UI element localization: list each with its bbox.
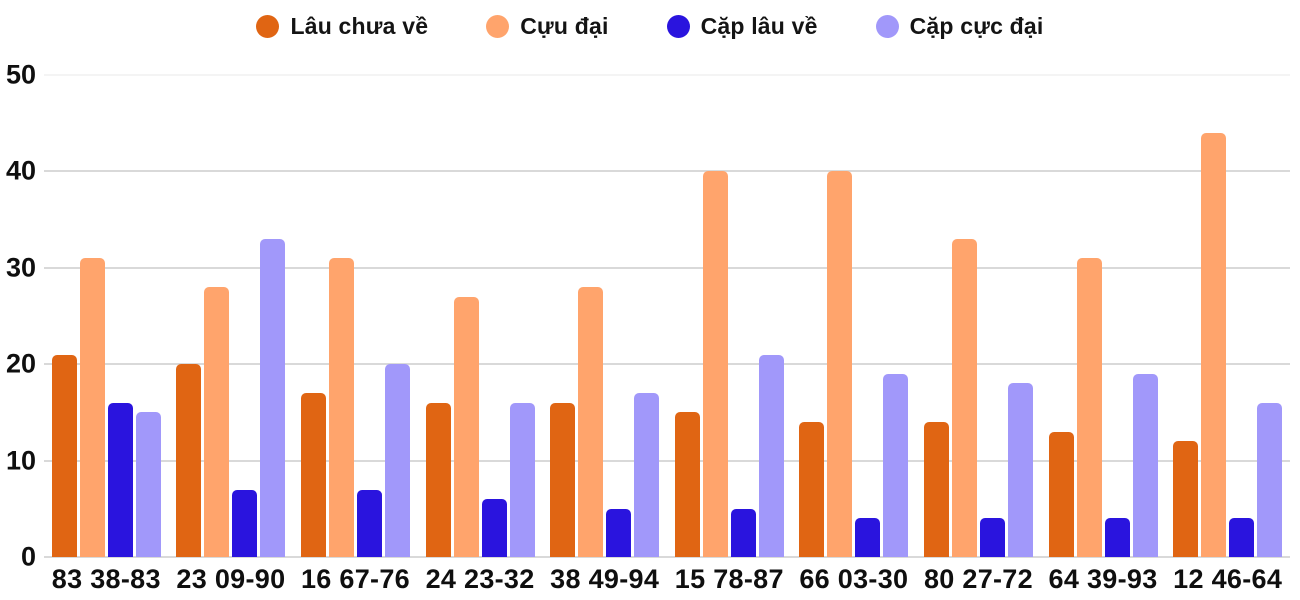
bar[interactable] (1048, 431, 1074, 557)
bar[interactable] (328, 258, 354, 557)
legend-dot-icon (486, 14, 510, 38)
y-axis: 50 40 30 20 10 0 (0, 61, 36, 570)
legend-label: Cặp cực đại (909, 12, 1044, 39)
legend-item[interactable]: Lâu chưa về (256, 13, 428, 40)
x-axis-category-label: 80 27-72 (923, 564, 1033, 594)
bar[interactable] (1257, 402, 1283, 557)
legend-item[interactable]: Cựu đại (486, 13, 608, 40)
bar-group (916, 75, 1041, 557)
bar[interactable] (979, 518, 1005, 557)
y-axis-tick-label: 0 (20, 541, 36, 572)
bar[interactable] (425, 402, 451, 557)
y-axis-tick-label: 50 (5, 59, 36, 90)
bar[interactable] (509, 402, 535, 557)
gridline (44, 74, 1290, 76)
bar[interactable] (135, 412, 161, 557)
legend-dot-icon (666, 14, 690, 38)
bar-group (542, 75, 667, 557)
bar-group (44, 75, 169, 557)
bar[interactable] (453, 296, 479, 557)
bar[interactable] (481, 499, 507, 557)
y-axis-tick-label: 30 (5, 252, 36, 283)
bar[interactable] (260, 238, 286, 557)
bar[interactable] (674, 412, 700, 557)
legend-label: Cặp lâu về (700, 12, 818, 39)
legend-label: Lâu chưa về (290, 12, 429, 39)
bar[interactable] (730, 508, 756, 557)
bar[interactable] (204, 287, 230, 557)
bar[interactable] (702, 171, 728, 557)
x-axis-labels: 83 38-83 23 09-90 16 67-76 24 23-32 38 49-94… (44, 561, 1290, 597)
x-axis-category-label: 24 23-32 (425, 564, 535, 594)
gridline (44, 266, 1290, 269)
gridline (44, 556, 1290, 558)
bar[interactable] (634, 393, 660, 557)
bar[interactable] (550, 402, 576, 557)
bar[interactable] (923, 422, 949, 557)
x-axis-category-label: 23 09-90 (176, 564, 286, 594)
bar[interactable] (799, 422, 825, 557)
bar[interactable] (384, 364, 410, 557)
x-axis-category-label: 66 03-30 (799, 564, 909, 594)
x-axis-category-label: 83 38-83 (51, 564, 161, 594)
legend-label: Cựu đại (520, 12, 609, 39)
bar-group (418, 75, 543, 557)
legend-dot-icon (256, 14, 280, 38)
bar[interactable] (1229, 518, 1255, 557)
gridline (44, 170, 1290, 173)
bar[interactable] (79, 258, 105, 557)
bar-groups (44, 75, 1290, 557)
bar[interactable] (1173, 441, 1199, 557)
y-axis-tick-label: 10 (5, 445, 36, 476)
bar[interactable] (1104, 518, 1130, 557)
bar-group (667, 75, 792, 557)
bar-group (293, 75, 418, 557)
y-axis-tick-label: 40 (5, 155, 36, 186)
bar[interactable] (356, 489, 382, 557)
bar[interactable] (51, 354, 77, 557)
gridline (44, 459, 1290, 462)
bar[interactable] (951, 238, 977, 557)
bar[interactable] (855, 518, 881, 557)
x-axis-category-label: 64 39-93 (1048, 564, 1158, 594)
bar[interactable] (1007, 383, 1033, 557)
x-axis-category-label: 12 46-64 (1173, 564, 1283, 594)
bar[interactable] (578, 287, 604, 557)
bar-group (1165, 75, 1290, 557)
x-axis-category-label: 38 49-94 (550, 564, 660, 594)
bar-group (169, 75, 294, 557)
bar[interactable] (827, 171, 853, 557)
bar-group (792, 75, 917, 557)
legend-item[interactable]: Cặp cực đại (875, 12, 1044, 40)
legend-dot-icon (875, 14, 899, 38)
bar[interactable] (883, 373, 909, 557)
bar[interactable] (107, 402, 133, 557)
legend-item[interactable]: Cặp lâu về (666, 12, 818, 40)
bar[interactable] (176, 364, 202, 557)
y-axis-tick-label: 20 (5, 348, 36, 379)
bar[interactable] (232, 489, 258, 557)
x-axis-category-label: 16 67-76 (300, 564, 410, 594)
gridline (44, 363, 1290, 366)
x-axis-category-label: 15 78-87 (674, 564, 784, 594)
bar[interactable] (758, 354, 784, 557)
chart-legend: Lâu chưa về Cựu đại Cặp lâu về Cặp cực đại (0, 2, 1300, 50)
plot-area (44, 74, 1290, 558)
bar-group (1041, 75, 1166, 557)
bar[interactable] (1132, 373, 1158, 557)
bar[interactable] (606, 508, 632, 557)
bar[interactable] (300, 393, 326, 557)
bar[interactable] (1076, 258, 1102, 557)
bar[interactable] (1201, 132, 1227, 557)
